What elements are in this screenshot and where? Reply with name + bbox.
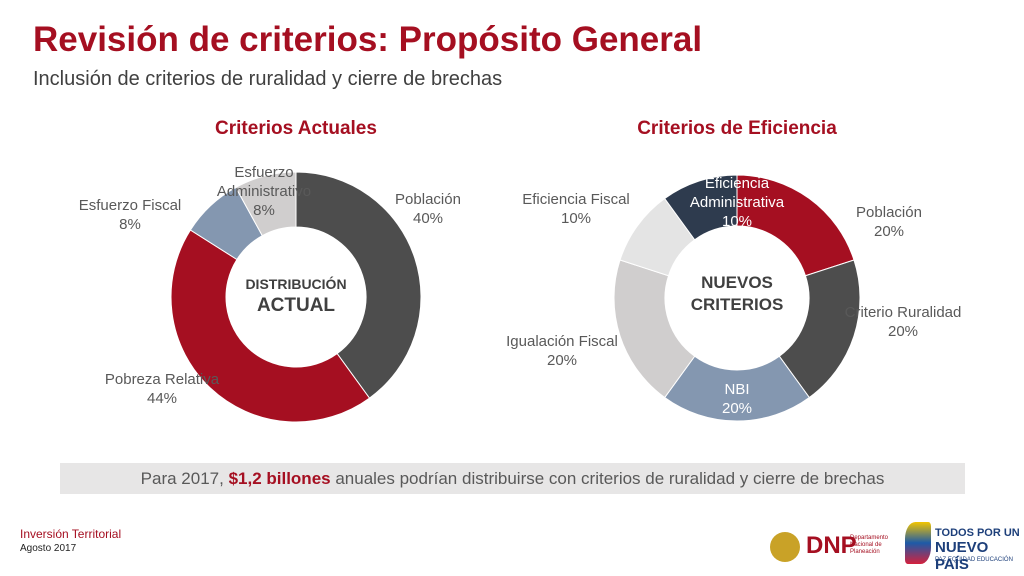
center-label-line: NUEVOS <box>701 273 773 292</box>
data-label: NBI 20% <box>672 380 802 418</box>
gov-text: NUEVO PAÍS <box>935 539 989 573</box>
data-label: Eficiencia Fiscal 10% <box>511 190 641 228</box>
donut-segment <box>235 171 297 237</box>
label-value: 10% <box>560 210 592 227</box>
label-name: Criterio Ruralidad <box>844 304 962 321</box>
label-value: 20% <box>873 223 905 240</box>
label-name: Eficiencia Fiscal <box>522 191 630 208</box>
gov-text: PAZ EQUIDAD EDUCACIÓN <box>935 557 1013 563</box>
dnp-name: Departamento Nacional de Planeación <box>850 535 889 555</box>
data-label: Pobreza Relativa 44% <box>97 370 227 408</box>
data-label: Esfuerzo Administrativo 8% <box>199 163 329 220</box>
center-label-line: ACTUAL <box>256 295 336 316</box>
label-name: NBI <box>724 381 750 398</box>
label-value: 40% <box>412 210 444 227</box>
center-label: NUEVOS CRITERIOS <box>657 272 817 316</box>
footer-date: Agosto 2017 <box>20 543 77 554</box>
gov-text: TODOS POR UN <box>935 527 1020 539</box>
gov-icon <box>905 522 931 564</box>
data-label: Criterio Ruralidad 20% <box>838 303 968 341</box>
shield-icon <box>770 532 800 562</box>
donut-segment <box>170 229 371 423</box>
label-value: 8% <box>119 216 141 233</box>
center-label: DISTRIBUCIÓN ACTUAL <box>216 275 376 318</box>
label-value: 20% <box>721 400 753 417</box>
label-name: Población <box>856 204 922 221</box>
banner-text: Para 2017, <box>140 469 229 488</box>
dnp-logo: DNP <box>806 532 857 559</box>
label-value: 20% <box>546 352 578 369</box>
donut-segment <box>295 171 422 399</box>
data-label: Igualación Fiscal 20% <box>497 332 627 370</box>
label-name: Eficiencia Administrativa <box>689 175 785 211</box>
donut-segment <box>664 174 738 241</box>
label-value: 10% <box>721 213 753 230</box>
data-label: Esfuerzo Fiscal 8% <box>65 196 195 234</box>
label-name: Igualación Fiscal <box>506 333 618 350</box>
chart-title: Criterios de Eficiencia <box>637 118 837 139</box>
data-label: Eficiencia Administrativa 10% <box>672 174 802 231</box>
footer-section: Inversión Territorial <box>20 527 122 541</box>
banner-text: anuales podrían distribuirse con criteri… <box>330 469 885 488</box>
subtitle: Inclusión de criterios de ruralidad y ci… <box>33 68 503 90</box>
data-label: Población 20% <box>824 203 954 241</box>
label-value: 8% <box>253 202 275 219</box>
chart-title: Criterios Actuales <box>215 118 377 139</box>
label-value: 20% <box>887 323 919 340</box>
label-value: 44% <box>146 390 178 407</box>
data-label: Población 40% <box>363 190 493 228</box>
label-name: Pobreza Relativa <box>104 371 220 388</box>
title: Revisión de criterios: Propósito General <box>33 20 703 59</box>
label-name: Esfuerzo Fiscal <box>78 197 182 214</box>
banner: Para 2017, $1,2 billones anuales podrían… <box>60 463 965 494</box>
label-name: Población <box>395 191 461 208</box>
center-label-line: CRITERIOS <box>690 295 784 314</box>
banner-bold: $1,2 billones <box>228 469 331 488</box>
label-name: Esfuerzo Administrativo <box>216 164 312 200</box>
center-label-line: DISTRIBUCIÓN <box>245 276 347 292</box>
